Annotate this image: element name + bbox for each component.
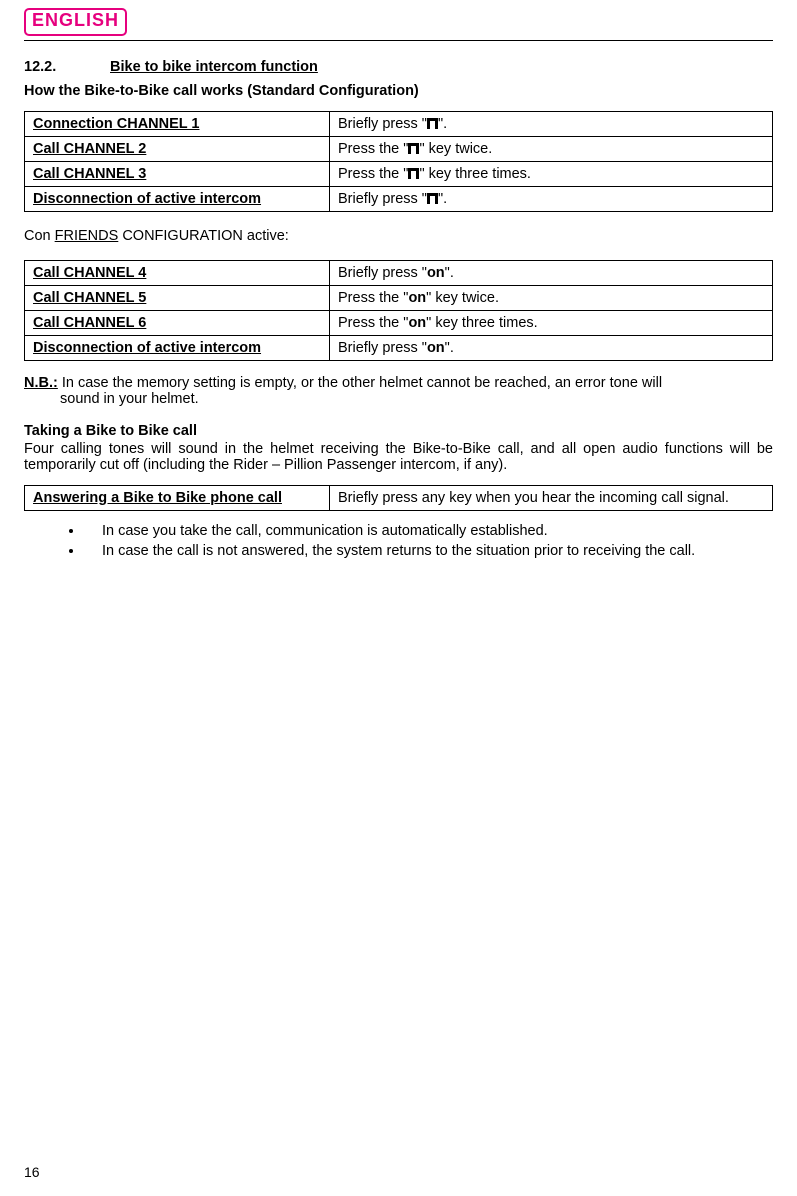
text: Press the " bbox=[338, 290, 408, 306]
row-label: Answering a Bike to Bike phone call bbox=[25, 485, 330, 510]
page-number: 16 bbox=[24, 1164, 40, 1180]
text: " key three times. bbox=[419, 166, 531, 182]
row-value: Press the "on" key three times. bbox=[330, 310, 773, 335]
row-label: Disconnection of active intercom bbox=[25, 335, 330, 360]
table-row: Disconnection of active intercom Briefly… bbox=[25, 186, 773, 211]
row-label: Call CHANNEL 2 bbox=[25, 136, 330, 161]
nb-note: N.B.: In case the memory setting is empt… bbox=[24, 375, 773, 407]
list-item: In case the call is not answered, the sy… bbox=[84, 543, 773, 559]
row-label: Call CHANNEL 6 bbox=[25, 310, 330, 335]
row-label: Call CHANNEL 3 bbox=[25, 161, 330, 186]
text: Con bbox=[24, 228, 55, 244]
row-value: Press the " " key twice. bbox=[330, 136, 773, 161]
table-row: Connection CHANNEL 1 Briefly press " ". bbox=[25, 111, 773, 136]
taking-call-heading: Taking a Bike to Bike call bbox=[24, 423, 773, 439]
text: Press the " bbox=[338, 315, 408, 331]
text: ". bbox=[438, 116, 447, 132]
n-key-icon bbox=[427, 118, 438, 129]
table-row: Call CHANNEL 2 Press the " " key twice. bbox=[25, 136, 773, 161]
row-value: Briefly press "on". bbox=[330, 260, 773, 285]
text: ". bbox=[445, 265, 454, 281]
section-header: 12.2. Bike to bike intercom function bbox=[24, 59, 773, 75]
table-row: Disconnection of active intercom Briefly… bbox=[25, 335, 773, 360]
on-key: on bbox=[427, 340, 445, 356]
table-row: Call CHANNEL 6 Press the "on" key three … bbox=[25, 310, 773, 335]
standard-config-table: Connection CHANNEL 1 Briefly press " ". C… bbox=[24, 111, 773, 212]
row-label: Disconnection of active intercom bbox=[25, 186, 330, 211]
section-number: 12.2. bbox=[24, 59, 106, 75]
on-key: on bbox=[408, 290, 426, 306]
row-label: Call CHANNEL 4 bbox=[25, 260, 330, 285]
table-row: Answering a Bike to Bike phone call Brie… bbox=[25, 485, 773, 510]
text: Briefly press " bbox=[338, 340, 427, 356]
n-key-icon bbox=[408, 168, 419, 179]
text: Press the " bbox=[338, 166, 408, 182]
row-value: Press the "on" key twice. bbox=[330, 285, 773, 310]
friends-config-table: Call CHANNEL 4 Briefly press "on". Call … bbox=[24, 260, 773, 361]
nb-label: N.B.: bbox=[24, 375, 58, 391]
row-value: Briefly press "on". bbox=[330, 335, 773, 360]
answering-table: Answering a Bike to Bike phone call Brie… bbox=[24, 485, 773, 511]
text: ". bbox=[445, 340, 454, 356]
section-title: Bike to bike intercom function bbox=[110, 59, 318, 75]
on-key: on bbox=[427, 265, 445, 281]
bullet-list: In case you take the call, communication… bbox=[84, 523, 773, 559]
text: CONFIGURATION active: bbox=[118, 228, 289, 244]
text: Briefly press " bbox=[338, 191, 427, 207]
top-rule bbox=[24, 40, 773, 41]
list-item: In case you take the call, communication… bbox=[84, 523, 773, 539]
row-label: Connection CHANNEL 1 bbox=[25, 111, 330, 136]
friends-config-line: Con FRIENDS CONFIGURATION active: bbox=[24, 228, 773, 244]
on-key: on bbox=[408, 315, 426, 331]
n-key-icon bbox=[408, 143, 419, 154]
text: Press the " bbox=[338, 141, 408, 157]
table-row: Call CHANNEL 3 Press the " " key three ti… bbox=[25, 161, 773, 186]
text: " key twice. bbox=[426, 290, 499, 306]
language-badge: ENGLISH bbox=[24, 8, 127, 36]
row-label: Call CHANNEL 5 bbox=[25, 285, 330, 310]
nb-line1: In case the memory setting is empty, or … bbox=[58, 375, 662, 391]
text: " key twice. bbox=[419, 141, 492, 157]
row-value: Briefly press any key when you hear the … bbox=[330, 485, 773, 510]
nb-line2: sound in your helmet. bbox=[24, 391, 773, 407]
text: ". bbox=[438, 191, 447, 207]
row-value: Briefly press " ". bbox=[330, 186, 773, 211]
text: Briefly press " bbox=[338, 116, 427, 132]
section-subtitle: How the Bike-to-Bike call works (Standar… bbox=[24, 83, 773, 99]
taking-call-text: Four calling tones will sound in the hel… bbox=[24, 441, 773, 473]
row-value: Briefly press " ". bbox=[330, 111, 773, 136]
table-row: Call CHANNEL 4 Briefly press "on". bbox=[25, 260, 773, 285]
table-row: Call CHANNEL 5 Press the "on" key twice. bbox=[25, 285, 773, 310]
row-value: Press the " " key three times. bbox=[330, 161, 773, 186]
friends-word: FRIENDS bbox=[55, 228, 119, 244]
text: Briefly press " bbox=[338, 265, 427, 281]
text: " key three times. bbox=[426, 315, 538, 331]
n-key-icon bbox=[427, 193, 438, 204]
